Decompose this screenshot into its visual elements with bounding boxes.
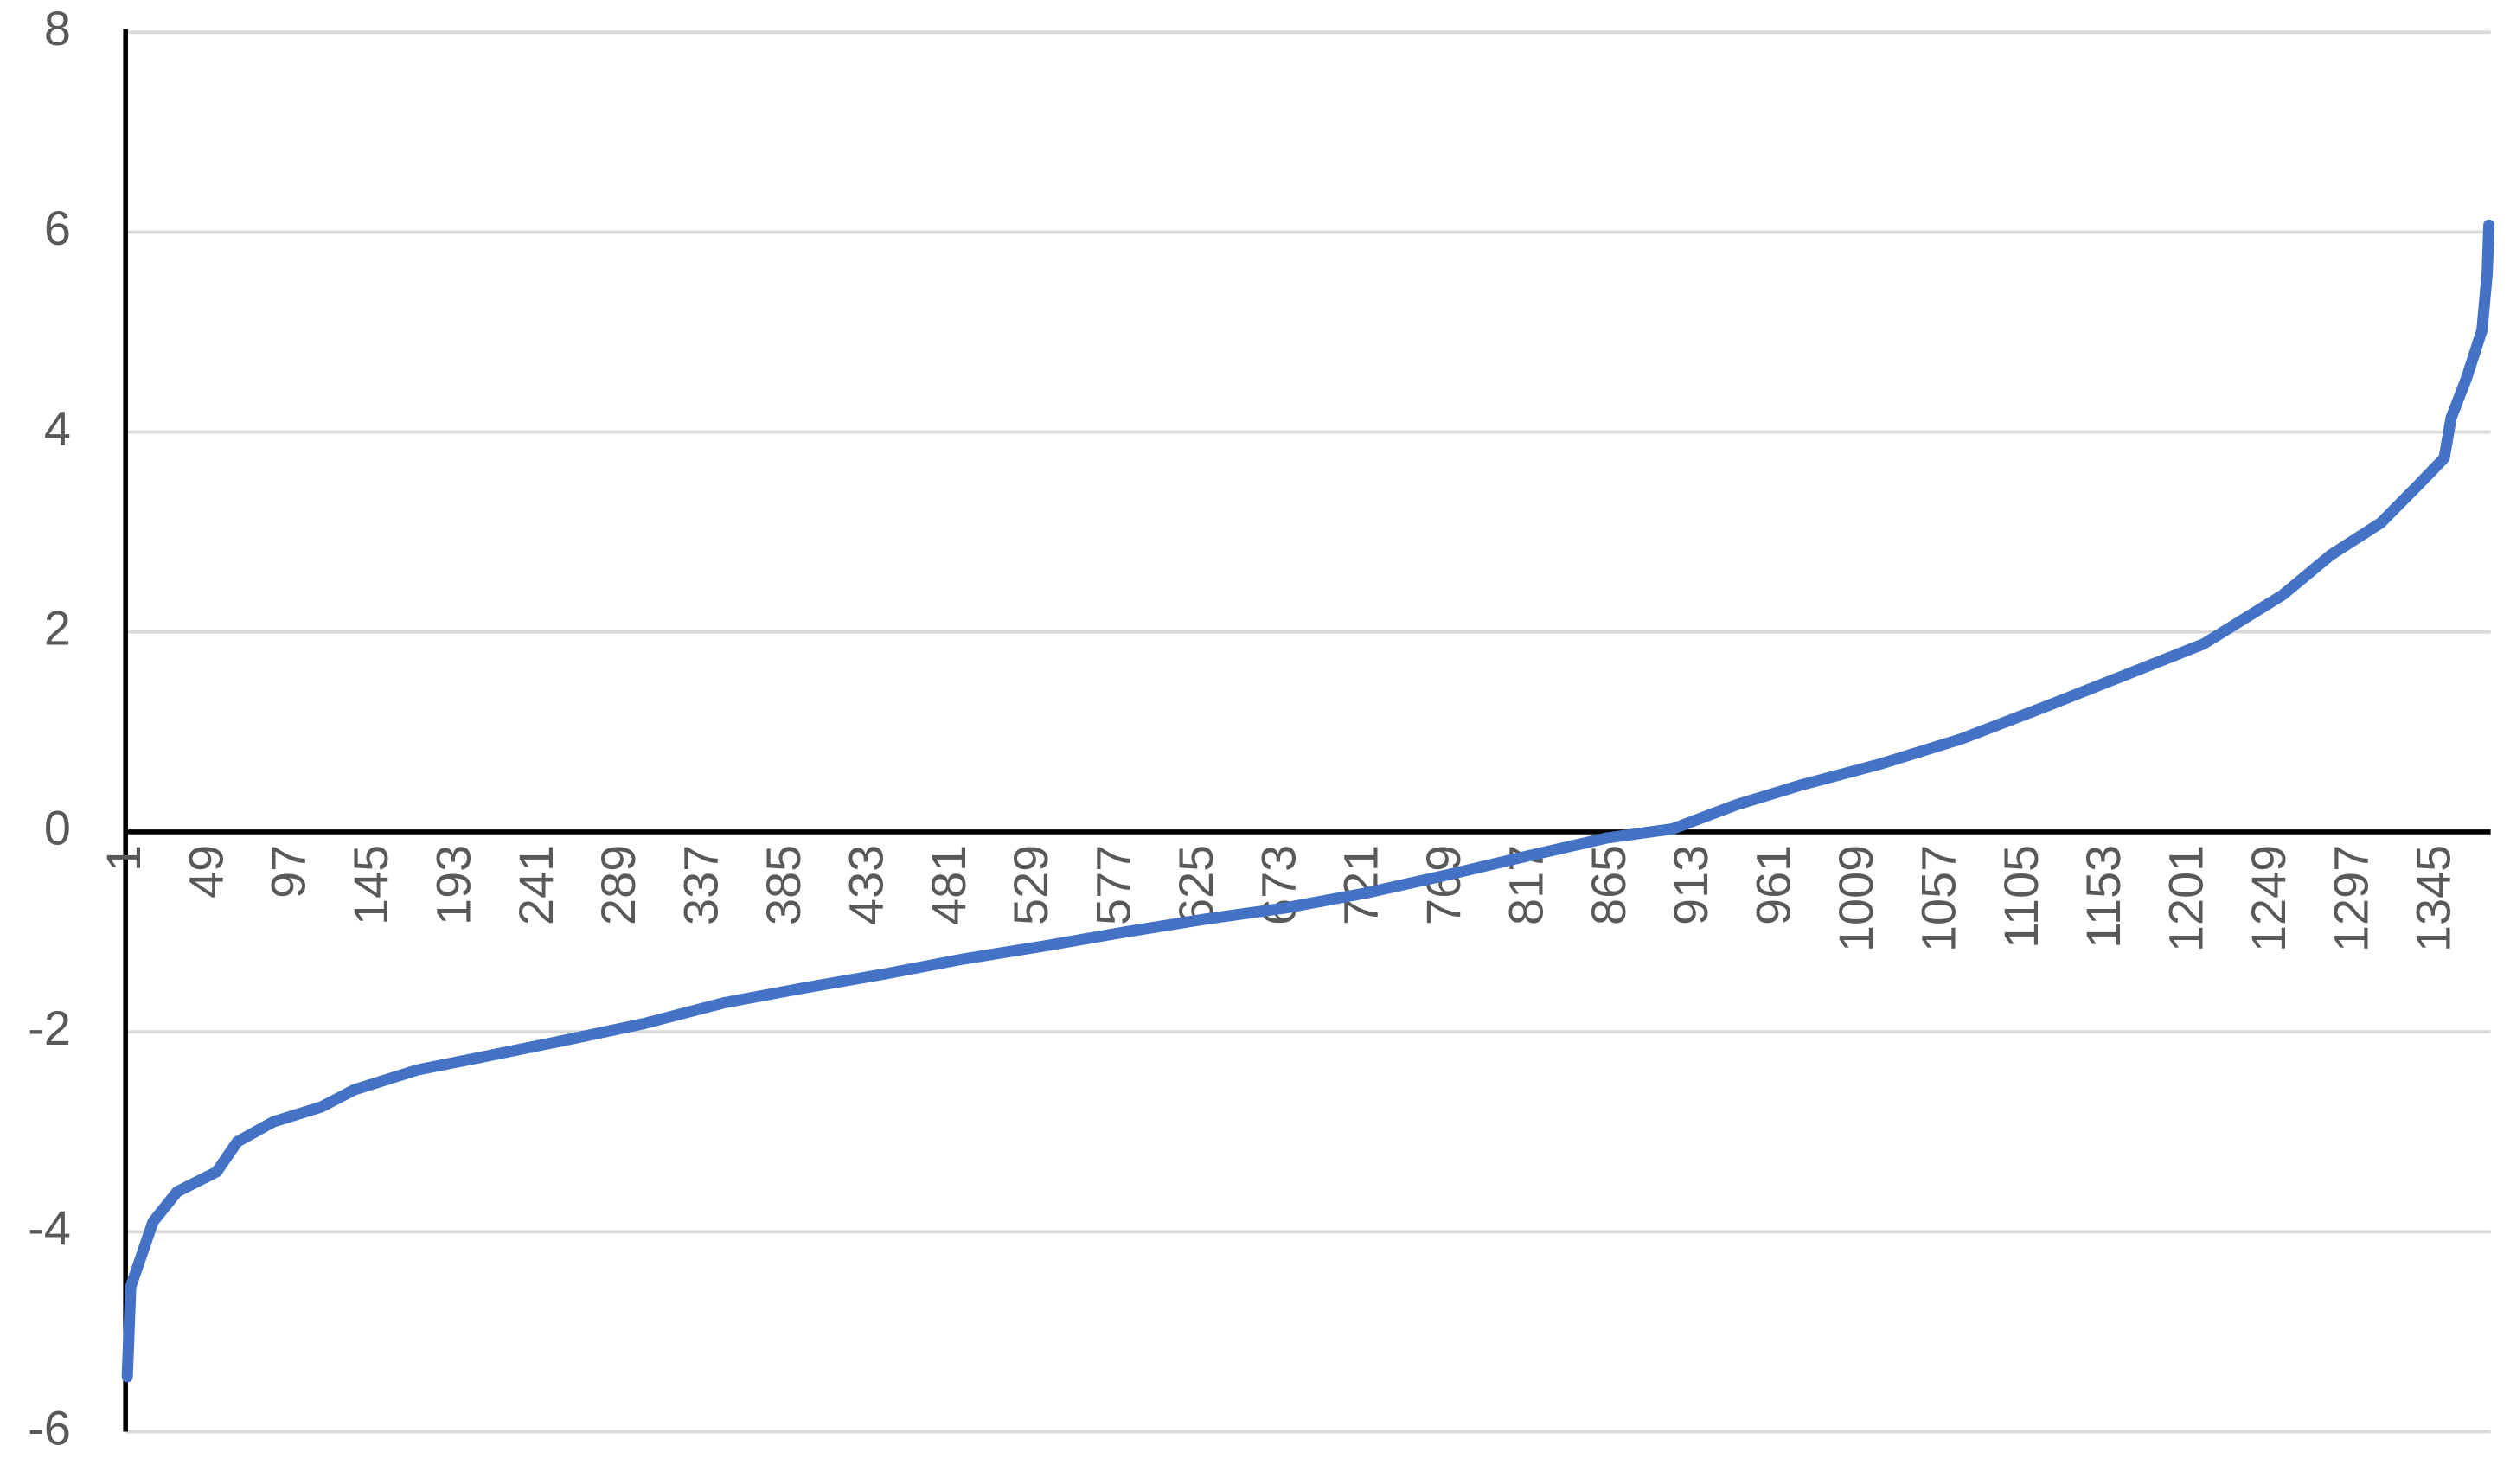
x-tick-label: 49 <box>178 845 233 899</box>
y-tick-label: -2 <box>28 1001 71 1055</box>
x-tick-label: 385 <box>756 845 810 925</box>
x-tick-label: 1057 <box>1911 845 1965 952</box>
x-tick-label: 625 <box>1169 845 1223 925</box>
y-tick-label: 0 <box>44 801 71 855</box>
x-tick-label: 865 <box>1581 845 1636 925</box>
y-tick-label: 8 <box>44 1 71 55</box>
y-tick-label: -6 <box>28 1400 71 1455</box>
x-tick-label: 577 <box>1086 845 1141 925</box>
x-tick-label: 1105 <box>1994 845 2048 949</box>
x-tick-label: 1201 <box>2159 845 2213 952</box>
x-tick-label: 1009 <box>1828 845 1883 952</box>
x-tick-label: 529 <box>1003 845 1058 925</box>
x-tick-label: 289 <box>591 845 645 925</box>
x-tick-label: 1249 <box>2241 845 2295 952</box>
x-tick-label: 913 <box>1663 845 1718 925</box>
y-tick-label: -4 <box>28 1200 71 1255</box>
y-tick-label: 6 <box>44 201 71 255</box>
x-tick-label: 481 <box>921 845 976 925</box>
x-tick-label: 193 <box>426 845 480 925</box>
y-tick-label: 4 <box>44 400 71 455</box>
y-tick-label: 2 <box>44 601 71 656</box>
x-tick-label: 1 <box>96 845 150 872</box>
x-tick-label: 1153 <box>2076 845 2130 949</box>
x-tick-label: 145 <box>343 845 398 925</box>
x-tick-label: 1297 <box>2323 845 2378 952</box>
x-tick-label: 1345 <box>2406 845 2461 952</box>
x-tick-label: 97 <box>261 845 316 899</box>
x-tick-label: 337 <box>674 845 728 925</box>
x-tick-label: 433 <box>838 845 893 925</box>
x-tick-label: 241 <box>509 845 563 925</box>
x-tick-label: 961 <box>1746 845 1801 925</box>
data-line <box>121 219 2495 1383</box>
